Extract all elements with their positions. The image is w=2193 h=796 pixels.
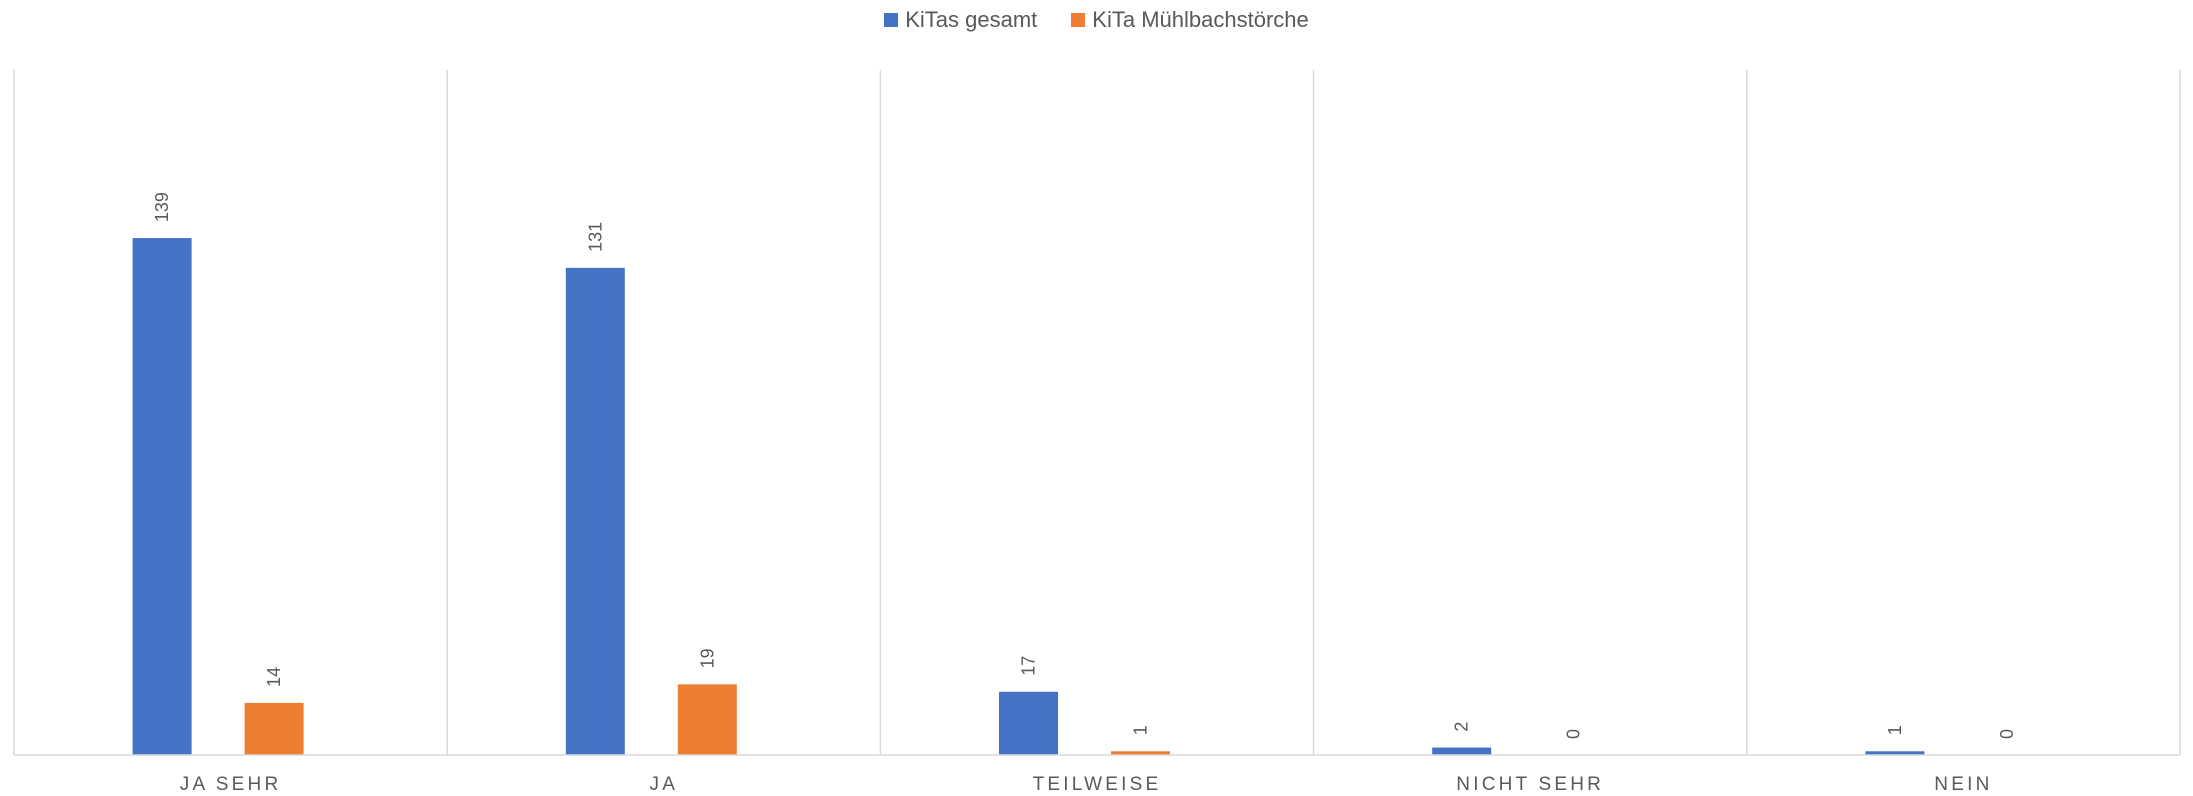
data-label: 2 bbox=[1452, 722, 1472, 732]
data-label: 131 bbox=[585, 222, 605, 252]
bar-kita-muehlbachstoerche-1 bbox=[677, 684, 737, 755]
x-tick-label: NICHT SEHR bbox=[1456, 774, 1604, 795]
x-tick-label: JA SEHR bbox=[180, 774, 282, 795]
x-tick-label: TEILWEISE bbox=[1033, 774, 1162, 795]
data-label: 1 bbox=[1131, 725, 1151, 735]
legend-label-kita-muehlbachstoerche: KiTa Mühlbachstörche bbox=[1092, 7, 1309, 32]
data-label: 19 bbox=[697, 648, 717, 668]
x-tick-label: JA bbox=[650, 774, 679, 795]
bars bbox=[132, 238, 1925, 755]
legend-swatch-blue-icon bbox=[884, 13, 899, 27]
data-label: 0 bbox=[1997, 729, 2017, 739]
legend-item-kitas-gesamt: KiTas gesamt bbox=[884, 7, 1037, 33]
bar-kitas-gesamt-0 bbox=[132, 238, 192, 755]
data-label: 0 bbox=[1564, 729, 1584, 739]
data-label: 14 bbox=[264, 667, 284, 687]
data-label: 1 bbox=[1885, 725, 1905, 735]
category-axis-labels: JA SEHR JA TEILWEISE NICHT SEHR NEIN bbox=[180, 774, 1992, 795]
data-labels: 139 14 131 19 17 1 2 0 1 0 bbox=[152, 192, 2017, 739]
legend-item-kita-muehlbachstoerche: KiTa Mühlbachstörche bbox=[1071, 7, 1309, 33]
x-tick-label: NEIN bbox=[1934, 774, 1992, 795]
bar-kita-muehlbachstoerche-0 bbox=[244, 702, 304, 755]
legend-swatch-orange-icon bbox=[1071, 13, 1086, 27]
legend-label-kitas-gesamt: KiTas gesamt bbox=[905, 7, 1038, 32]
bar-kita-muehlbachstoerche-2 bbox=[1111, 751, 1170, 755]
category-separators bbox=[13, 70, 2181, 755]
legend: KiTas gesamt KiTa Mühlbachstörche bbox=[0, 4, 2193, 36]
bar-kitas-gesamt-1 bbox=[565, 267, 625, 755]
data-label: 139 bbox=[152, 192, 172, 222]
data-label: 17 bbox=[1019, 656, 1039, 676]
bar-kitas-gesamt-2 bbox=[999, 691, 1058, 755]
bar-kitas-gesamt-4 bbox=[1865, 751, 1925, 755]
bar-kitas-gesamt-3 bbox=[1432, 747, 1492, 755]
